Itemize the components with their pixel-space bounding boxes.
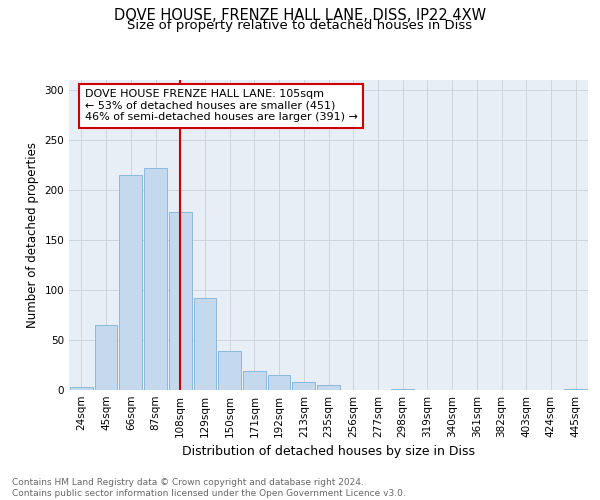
Bar xyxy=(564,389,587,390)
Text: DOVE HOUSE FRENZE HALL LANE: 105sqm
← 53% of detached houses are smaller (451)
4: DOVE HOUSE FRENZE HALL LANE: 105sqm ← 53… xyxy=(85,90,358,122)
Bar xyxy=(95,325,118,390)
Text: Contains HM Land Registry data © Crown copyright and database right 2024.
Contai: Contains HM Land Registry data © Crown c… xyxy=(12,478,406,498)
Bar xyxy=(268,375,290,390)
Text: DOVE HOUSE, FRENZE HALL LANE, DISS, IP22 4XW: DOVE HOUSE, FRENZE HALL LANE, DISS, IP22… xyxy=(114,8,486,22)
Bar xyxy=(218,351,241,390)
Bar xyxy=(317,385,340,390)
Bar xyxy=(169,212,191,390)
Bar xyxy=(70,387,93,390)
Bar xyxy=(144,168,167,390)
X-axis label: Distribution of detached houses by size in Diss: Distribution of detached houses by size … xyxy=(182,446,475,458)
Text: Size of property relative to detached houses in Diss: Size of property relative to detached ho… xyxy=(127,18,473,32)
Bar xyxy=(119,175,142,390)
Bar xyxy=(391,389,414,390)
Bar xyxy=(194,298,216,390)
Bar xyxy=(243,371,266,390)
Y-axis label: Number of detached properties: Number of detached properties xyxy=(26,142,39,328)
Bar xyxy=(292,382,315,390)
